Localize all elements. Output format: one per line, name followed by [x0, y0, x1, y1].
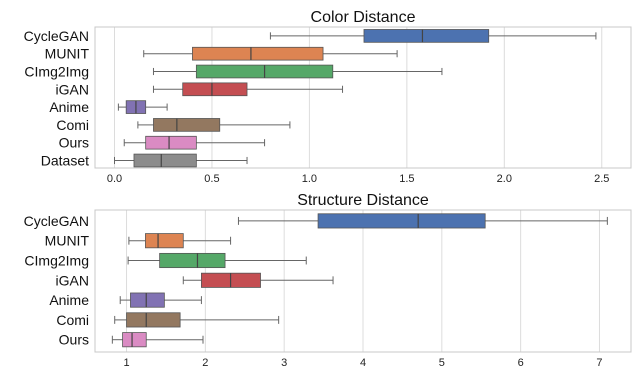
category-label: iGAN: [56, 81, 89, 97]
box-igan: iGAN: [56, 272, 334, 288]
box-cimg2img: CImg2Img: [24, 252, 307, 269]
iqr-box: [159, 252, 226, 269]
category-label: Dataset: [41, 153, 89, 169]
box-igan: iGAN: [56, 81, 344, 97]
category-label: CycleGAN: [24, 213, 89, 229]
x-tick-label: 6: [518, 357, 524, 369]
category-label: Anime: [49, 292, 89, 308]
iqr-box: [133, 153, 197, 168]
plot-frame: [94, 26, 632, 169]
category-label: iGAN: [56, 272, 89, 288]
x-tick-label: 3: [281, 357, 287, 369]
x-tick-label: 2.0: [497, 173, 512, 185]
x-tick-label: 0.5: [204, 173, 219, 185]
x-tick-label: 5: [439, 357, 445, 369]
iqr-box: [182, 82, 248, 97]
x-tick-label: 7: [596, 357, 602, 369]
category-label: Comi: [56, 117, 89, 133]
x-tick-label: 1.0: [302, 173, 317, 185]
color-distance-panel: Color Distance 0.0 0.5 1.0 1.5 2.0 2.5 CycleGAN…: [24, 9, 632, 185]
chart-title: Color Distance: [311, 9, 416, 26]
category-label: MUNIT: [45, 46, 90, 62]
box-cyclegan: CycleGAN: [24, 213, 608, 229]
box-anime: Anime: [49, 99, 168, 115]
category-label: Anime: [49, 99, 89, 115]
iqr-box: [130, 292, 165, 308]
x-tick-label: 4: [360, 357, 366, 369]
iqr-box: [363, 29, 490, 43]
x-tick-label: 0.0: [107, 173, 122, 185]
x-tick-label: 2.5: [594, 173, 609, 185]
x-tick-label: 1.5: [399, 173, 414, 185]
box-munit: MUNIT: [45, 46, 398, 62]
iqr-box: [145, 233, 184, 249]
box-anime: Anime: [49, 292, 202, 308]
box-comi: Comi: [56, 117, 291, 133]
category-label: CImg2Img: [24, 64, 89, 80]
box-munit: MUNIT: [45, 233, 232, 249]
iqr-box: [126, 312, 181, 328]
category-label: Ours: [59, 135, 89, 151]
box-cimg2img: CImg2Img: [24, 64, 443, 80]
chart-title: Structure Distance: [297, 192, 429, 209]
x-tick-label: 2: [202, 357, 208, 369]
box-ours: Ours: [59, 135, 266, 151]
category-label: MUNIT: [45, 233, 90, 249]
structure-distance-panel: Structure Distance 1 2 3 4 5 6 7 CycleGAN MUNIT CI…: [24, 192, 632, 369]
iqr-box: [153, 118, 221, 132]
category-label: Comi: [56, 312, 89, 328]
category-label: Ours: [59, 332, 89, 348]
box-cyclegan: CycleGAN: [24, 28, 597, 44]
category-label: CycleGAN: [24, 28, 89, 44]
box-ours: Ours: [59, 332, 204, 348]
plot-frame: [94, 209, 632, 353]
box-comi: Comi: [56, 312, 280, 328]
x-tick-label: 1: [123, 357, 129, 369]
box-dataset: Dataset: [41, 153, 248, 169]
iqr-box: [122, 332, 147, 348]
iqr-box: [145, 135, 197, 150]
iqr-box: [192, 46, 324, 61]
iqr-box: [317, 213, 486, 229]
category-label: CImg2Img: [24, 253, 89, 269]
